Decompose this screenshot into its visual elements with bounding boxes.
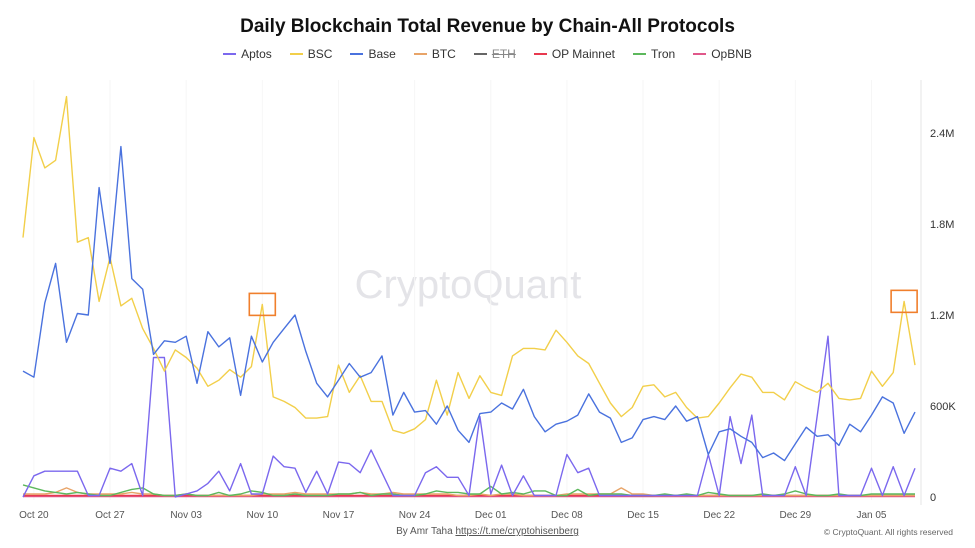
series-line-base: [22, 145, 916, 462]
x-tick-label: Dec 29: [779, 510, 811, 521]
series-line-bsc: [22, 95, 916, 434]
legend-item-eth[interactable]: ETH: [473, 47, 516, 61]
legend-item-base[interactable]: Base: [350, 47, 396, 61]
legend-swatch: [413, 53, 427, 55]
legend-swatch: [632, 53, 646, 55]
legend-swatch: [289, 53, 303, 55]
legend-swatch: [350, 53, 364, 55]
watermark: CryptoQuant: [355, 263, 582, 307]
x-tick-label: Dec 22: [703, 510, 735, 521]
author-link[interactable]: https://t.me/cryptohisenberg: [455, 526, 579, 537]
legend-label: OP Mainnet: [551, 47, 615, 61]
x-tick-label: Oct 27: [95, 510, 125, 521]
legend-swatch: [693, 53, 707, 55]
legend-label: OpBNB: [711, 47, 752, 61]
y-tick-label: 1.2M: [930, 310, 954, 322]
legend-swatch: [223, 53, 237, 55]
x-tick-label: Nov 10: [246, 510, 278, 521]
legend-item-opbnb[interactable]: OpBNB: [693, 47, 752, 61]
highlight-box: [890, 289, 918, 314]
series-line-aptos: [22, 335, 916, 498]
y-tick-label: 1.8M: [930, 219, 954, 231]
legend-label: Aptos: [241, 47, 272, 61]
legend-swatch: [473, 53, 487, 55]
legend-label: ETH: [491, 47, 516, 61]
highlight-box: [248, 292, 277, 317]
legend-item-op-mainnet[interactable]: OP Mainnet: [533, 47, 615, 61]
legend-item-aptos[interactable]: Aptos: [223, 47, 272, 61]
chart-title: Daily Blockchain Total Revenue by Chain-…: [240, 16, 735, 37]
legend-label: BTC: [431, 47, 456, 61]
x-tick-label: Dec 01: [475, 510, 507, 521]
legend-label: BSC: [307, 47, 333, 61]
x-tick-label: Jan 05: [856, 510, 886, 521]
legend: Aptos BSC Base BTC ETH OP Mainnet Tron OpBNB: [0, 47, 975, 61]
copyright: © CryptoQuant. All rights reserved: [823, 527, 953, 537]
legend-item-bsc[interactable]: BSC: [289, 47, 333, 61]
x-tick-label: Nov 17: [323, 510, 355, 521]
legend-item-tron[interactable]: Tron: [632, 47, 676, 61]
y-tick-label: 0: [930, 492, 936, 504]
x-tick-label: Dec 15: [627, 510, 659, 521]
byline: By Amr Taha: [396, 526, 453, 537]
legend-label: Tron: [650, 47, 676, 61]
legend-swatch: [533, 53, 547, 55]
x-tick-label: Nov 03: [170, 510, 202, 521]
x-tick-label: Dec 08: [551, 510, 583, 521]
legend-item-btc[interactable]: BTC: [413, 47, 456, 61]
x-tick-label: Nov 24: [399, 510, 431, 521]
x-tick-label: Oct 20: [19, 510, 49, 521]
y-tick-label: 2.4M: [930, 128, 954, 140]
y-tick-label: 600K: [930, 401, 956, 413]
legend-label: Base: [368, 47, 396, 61]
footer-credit: By Amr Taha https://t.me/cryptohisenberg: [0, 526, 975, 537]
